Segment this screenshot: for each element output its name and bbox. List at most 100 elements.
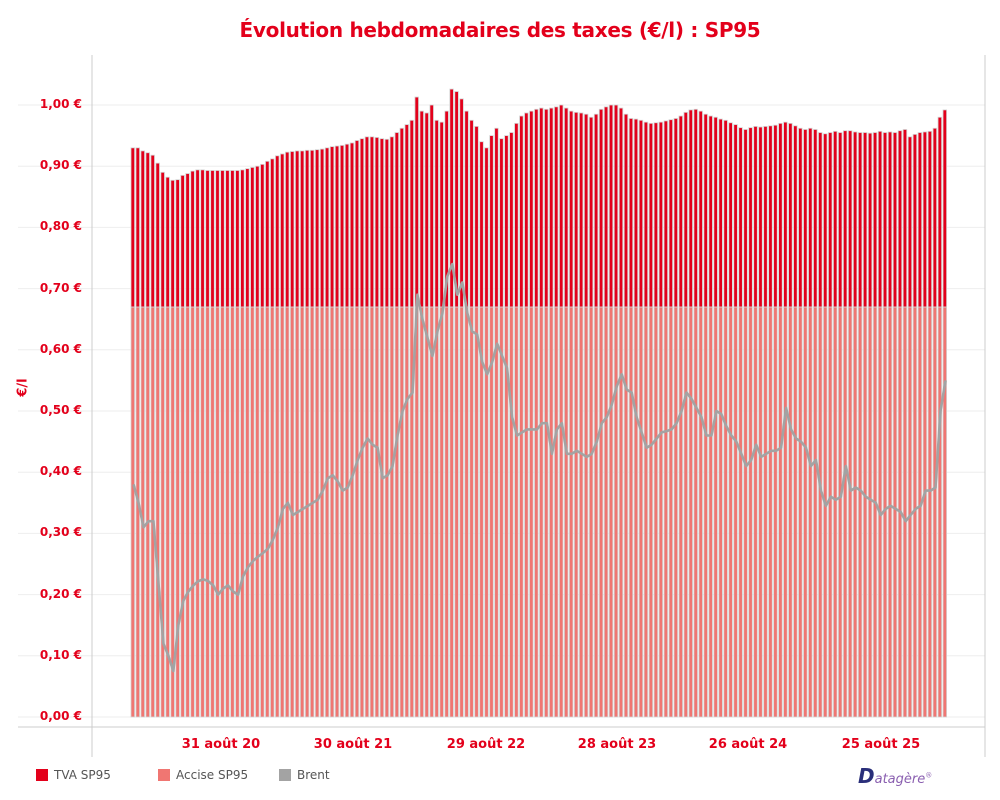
bar-tva (379, 138, 385, 308)
bar-tva (309, 149, 315, 308)
x-tick-label: 25 août 25 (841, 737, 921, 752)
legend-item-tva[interactable]: TVA SP95 (36, 768, 111, 782)
bar-tva (663, 120, 669, 308)
bar-tva (290, 151, 295, 308)
bar-accise (857, 306, 863, 718)
bar-tva (783, 121, 788, 308)
bar-accise (459, 306, 464, 718)
bar-tva (588, 116, 594, 308)
brent-line (132, 262, 947, 673)
legend-label: TVA SP95 (54, 768, 111, 782)
bar-tva (648, 122, 654, 308)
bar-accise (499, 306, 504, 718)
bar-tva (862, 132, 868, 308)
bar-accise (200, 306, 205, 718)
bar-accise (374, 306, 380, 718)
bar-accise (698, 306, 703, 718)
bar-tva (852, 131, 858, 308)
x-tick-label: 29 août 22 (446, 737, 526, 752)
bar-tva (200, 169, 205, 308)
bar-tva (180, 174, 185, 308)
bar-accise (842, 306, 848, 718)
bar-tva (658, 121, 664, 308)
bar-tva (887, 131, 893, 308)
legend-item-accise[interactable]: Accise SP95 (158, 768, 248, 782)
bar-tva (449, 88, 454, 308)
bar-accise (240, 306, 245, 718)
bar-tva (907, 136, 913, 308)
bar-accise (559, 306, 564, 718)
bar-tva (469, 119, 474, 308)
bar-tva (404, 124, 409, 308)
bar-accise (937, 306, 943, 718)
bar-tva (539, 107, 544, 308)
bar-tva (618, 107, 624, 308)
x-tick-label: 31 août 20 (181, 737, 261, 752)
bar-accise (359, 306, 365, 718)
bar-accise (220, 306, 225, 718)
bar-accise (728, 306, 733, 718)
bar-tva (882, 132, 888, 308)
bar-accise (718, 306, 723, 718)
bar-tva (668, 119, 674, 308)
bar-accise (578, 306, 584, 718)
y-tick-label: 0,10 € (39, 647, 82, 662)
bar-accise (444, 306, 449, 718)
bar-tva (708, 115, 713, 308)
bar-accise (818, 306, 823, 718)
bar-tva (703, 113, 708, 308)
bar-tva (578, 112, 584, 308)
bar-tva (349, 142, 355, 308)
bar-accise (638, 306, 644, 718)
bar-tva (235, 170, 240, 308)
bar-accise (573, 306, 579, 718)
bar-accise (270, 306, 275, 718)
bar-accise (260, 306, 265, 718)
bar-tva (519, 115, 524, 308)
bar-accise (688, 306, 693, 718)
bar-accise (354, 306, 360, 718)
bar-accise (145, 306, 150, 718)
bar-accise (633, 306, 639, 718)
bar-accise (872, 306, 878, 718)
bar-accise (598, 306, 604, 718)
bar-tva (554, 106, 559, 308)
bar-accise (852, 306, 858, 718)
bar-tva (813, 129, 818, 308)
bar-tva (788, 122, 793, 308)
bar-tva (354, 140, 360, 308)
bar-tva (424, 112, 429, 308)
bar-accise (593, 306, 599, 718)
y-tick-label: 0,20 € (39, 586, 82, 601)
bar-accise (454, 306, 459, 718)
legend-item-brent[interactable]: Brent (279, 768, 330, 782)
bar-accise (703, 306, 708, 718)
bar-tva (374, 137, 380, 308)
bar-accise (668, 306, 674, 718)
bar-tva (504, 135, 509, 308)
bar-accise (524, 306, 529, 718)
bar-tva (489, 135, 494, 308)
bar-accise (583, 306, 589, 718)
bar-tva (818, 132, 823, 308)
bar-accise (902, 306, 908, 718)
bar-accise (798, 306, 803, 718)
bars (130, 88, 948, 718)
bar-tva (509, 132, 514, 308)
bar-accise (225, 306, 230, 718)
x-tick-label: 30 août 21 (313, 737, 393, 752)
bar-tva (324, 147, 330, 308)
bar-accise (135, 306, 140, 718)
bar-accise (544, 306, 549, 718)
bar-tva (623, 113, 629, 308)
logo-mark: ® (925, 771, 933, 780)
bar-tva (364, 136, 370, 308)
x-tick-label: 28 août 23 (577, 737, 657, 752)
bar-accise (414, 306, 419, 718)
bar-accise (942, 306, 948, 718)
bar-accise (394, 306, 400, 718)
bar-tva (140, 150, 145, 308)
bar-accise (205, 306, 210, 718)
datagere-logo: Datagère® (858, 764, 932, 788)
